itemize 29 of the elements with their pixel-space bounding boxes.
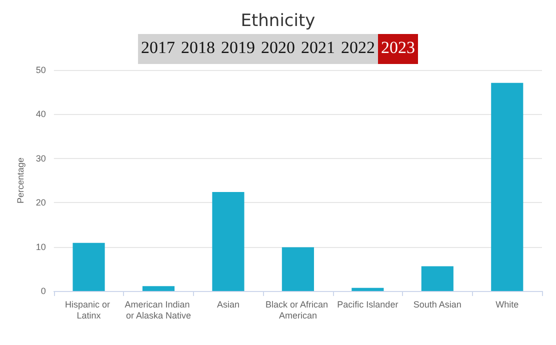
bar [352,288,384,291]
text: 2018 [180,37,216,59]
y-tick-label: 0 [40,286,46,296]
text: 2020 [260,37,296,59]
y-tick-label: 30 [36,153,46,164]
bar [421,266,454,291]
x-tick-label: South Asian [413,300,462,310]
bar [142,286,175,291]
bar [491,82,524,291]
x-tick-label: Asian [216,300,240,310]
y-tick-label: 10 [36,242,46,252]
text: 2017 [140,37,176,59]
text: 2021 [300,37,336,59]
text: 2022 [340,37,376,59]
bar [212,192,244,291]
text: 2019 [220,37,256,59]
bar [72,242,105,291]
bar [282,247,314,291]
x-tick-label: White [496,300,519,310]
y-tick-label: 20 [36,198,46,208]
x-tick-label: Hispanic or Latinx [65,300,113,320]
text: 2023 [378,34,418,64]
y-tick-label: 50 [36,65,46,75]
chart-title: Ethnicity [240,10,316,33]
x-tick-label: American Indian or Alaska Native [124,300,192,320]
x-tick-label: Black or African American [265,300,330,320]
y-tick-label: 40 [36,109,46,120]
x-tick-label: Pacific Islander [337,300,398,310]
y-axis-title: Percentage [16,157,26,204]
